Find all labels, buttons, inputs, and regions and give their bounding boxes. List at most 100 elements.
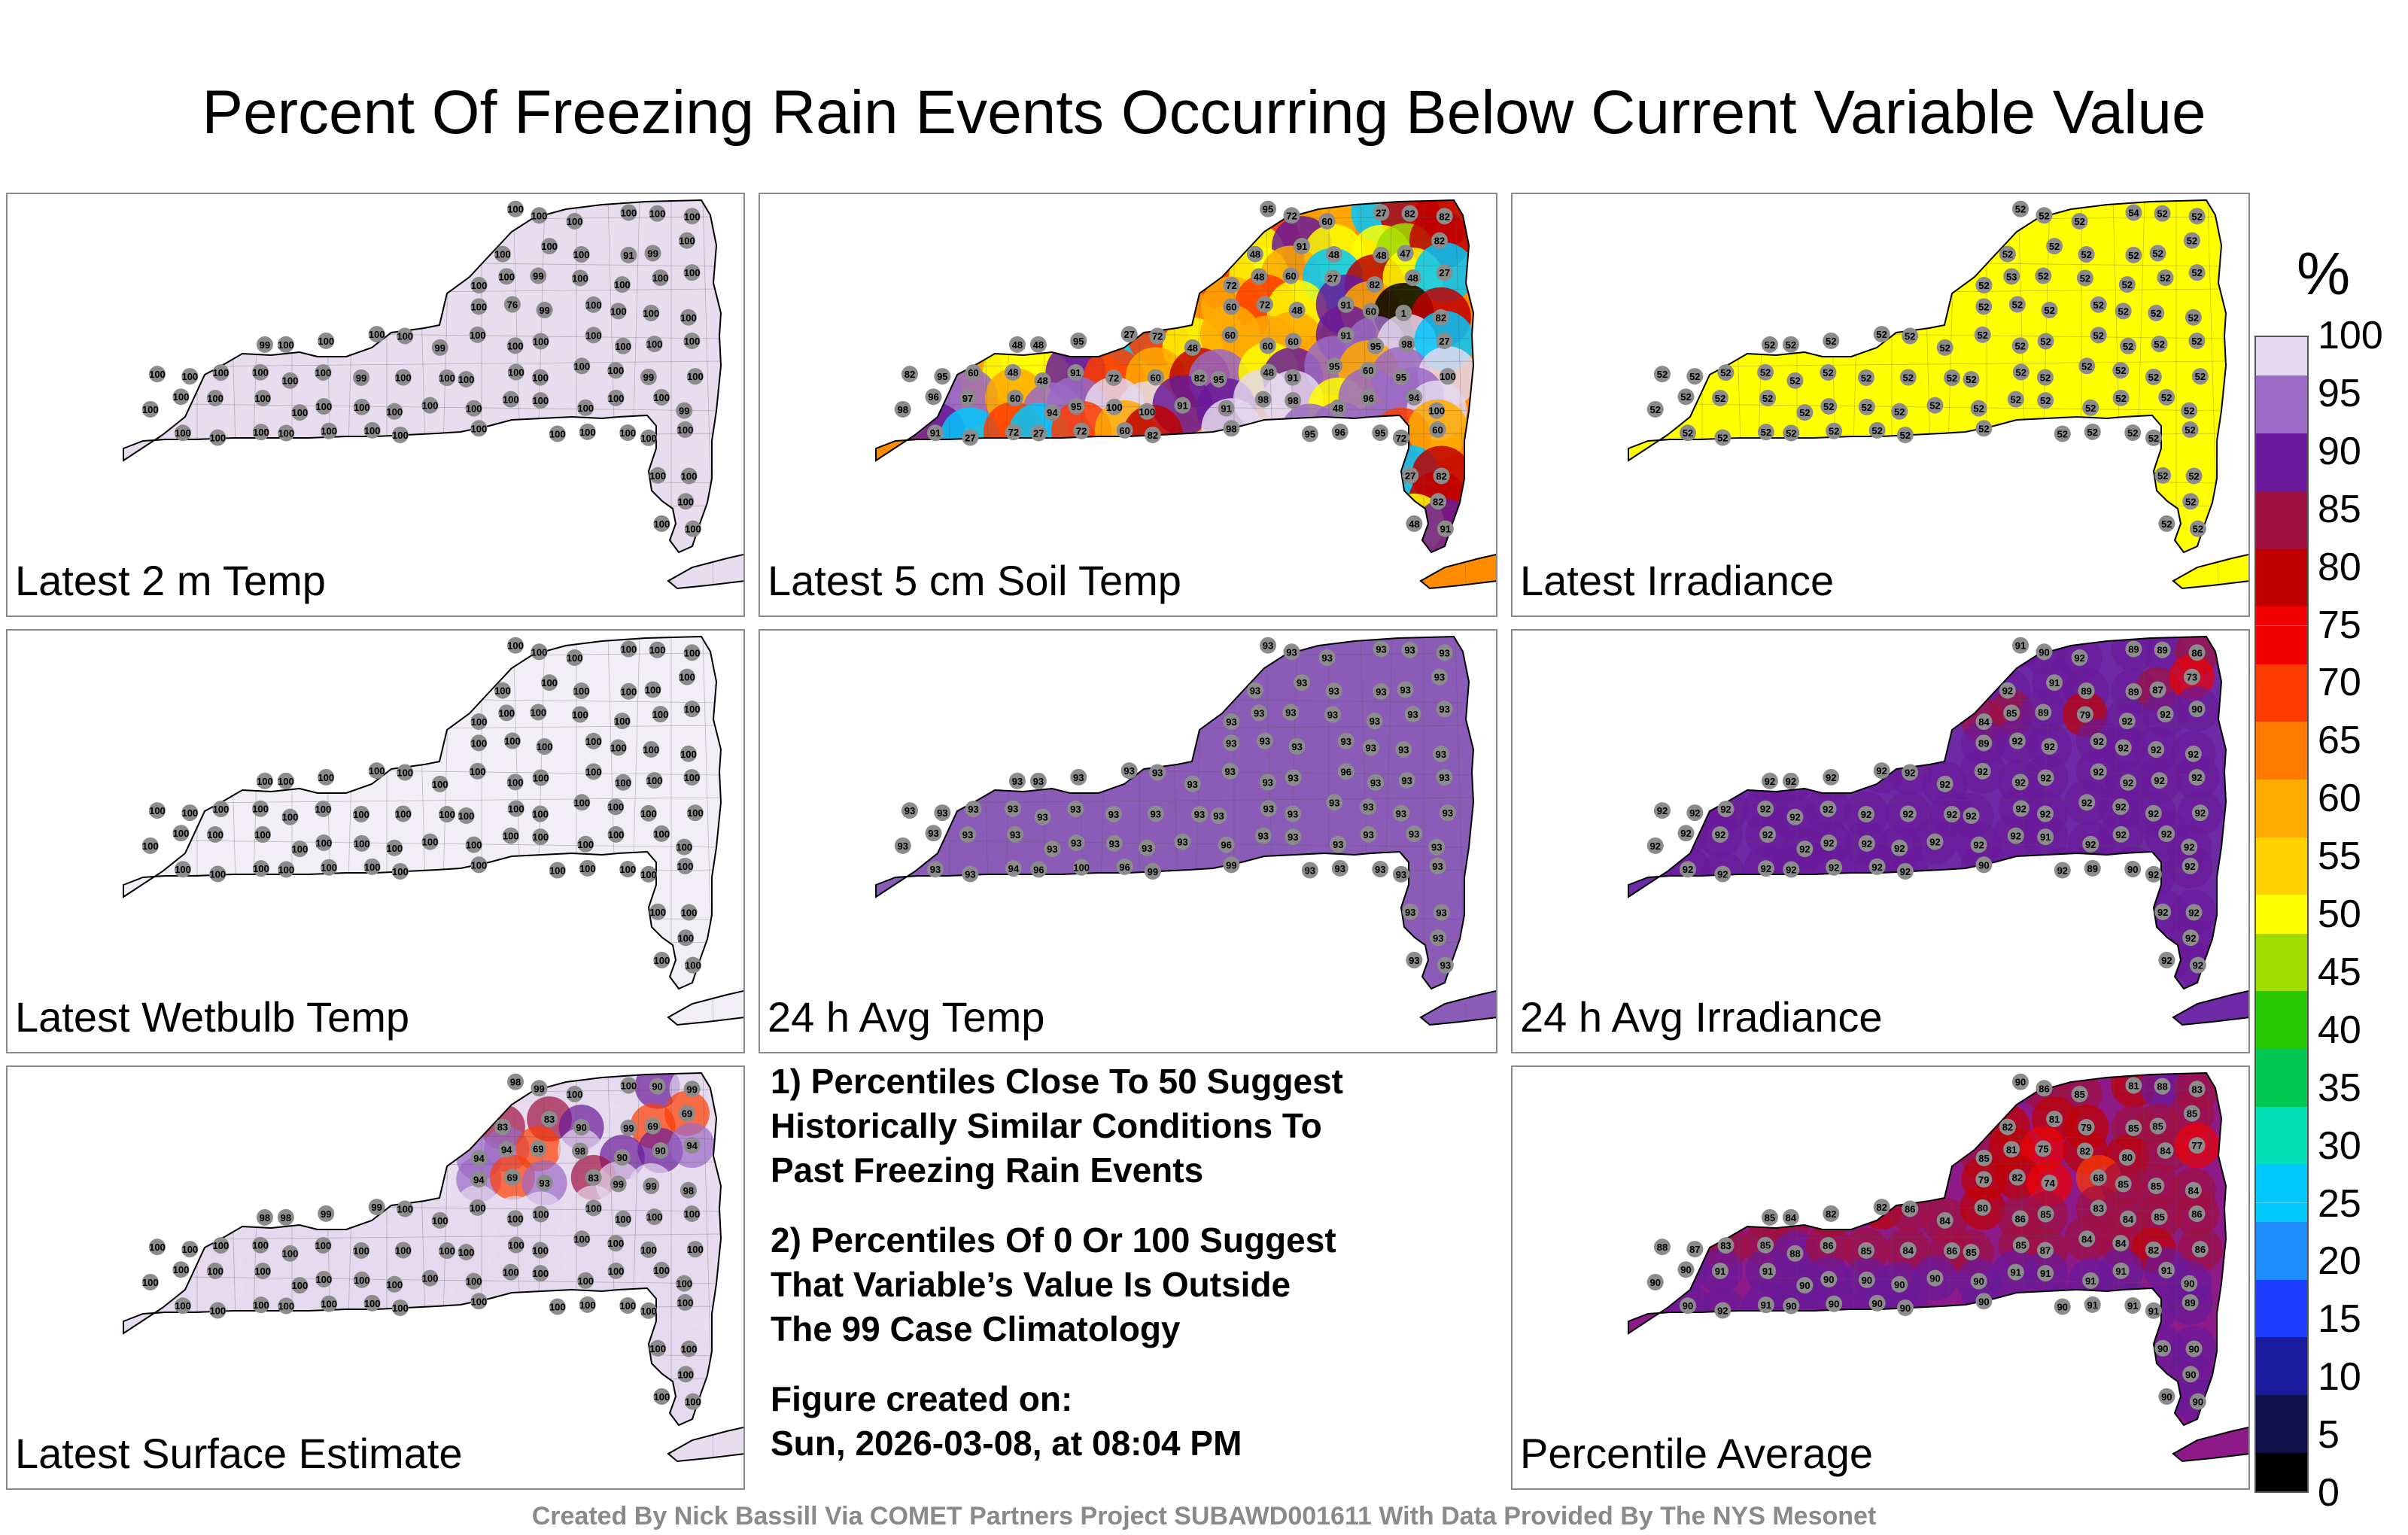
station-marker: 100 xyxy=(421,397,439,414)
station-marker: 92 xyxy=(2011,774,2029,791)
station-marker: 93 xyxy=(1105,834,1123,852)
station-marker: 100 xyxy=(684,1393,701,1410)
station-dot xyxy=(1757,424,1774,441)
station-value: 99 xyxy=(643,372,654,383)
station-value: 93 xyxy=(1073,772,1084,783)
station-dot xyxy=(1068,398,1085,415)
station-dot xyxy=(683,701,701,718)
station-marker: 52 xyxy=(2011,337,2029,354)
station-dot xyxy=(532,769,549,786)
station-value: 93 xyxy=(1398,744,1409,755)
station-dot xyxy=(1259,337,1276,354)
station-dot xyxy=(683,768,701,786)
station-marker: 93 xyxy=(1439,804,1456,822)
station-dot xyxy=(368,1199,385,1216)
colorbar-band xyxy=(2256,549,2307,569)
colorbar-band xyxy=(2256,337,2307,357)
colorbar-tick-label: 90 xyxy=(2318,429,2361,473)
station-value: 93 xyxy=(1226,737,1236,749)
station-value: 92 xyxy=(1829,862,1839,874)
colorbar-tick-label: 85 xyxy=(2318,487,2361,531)
station-dot xyxy=(649,903,667,920)
colorbar-band xyxy=(2256,529,2307,550)
county-line xyxy=(1628,475,2228,484)
station-dot xyxy=(549,425,566,442)
station-value: 100 xyxy=(278,427,294,439)
station-dot xyxy=(566,1086,583,1103)
colorbar-band xyxy=(2256,1357,2307,1377)
station-marker: 82 xyxy=(2008,1169,2026,1186)
station-dot xyxy=(1223,276,1240,293)
station-value: 82 xyxy=(1194,372,1205,384)
station-marker: 93 xyxy=(1436,768,1453,786)
station-value: 97 xyxy=(962,393,973,404)
station-value: 93 xyxy=(1151,808,1161,819)
station-marker: 52 xyxy=(2007,391,2024,408)
station-dot xyxy=(653,388,670,406)
station-dot xyxy=(2112,362,2130,379)
station-marker: 52 xyxy=(2078,246,2095,263)
station-marker: 93 xyxy=(1210,807,1227,824)
station-value: 100 xyxy=(532,809,549,820)
station-marker: 96 xyxy=(1218,836,1235,853)
station-marker: 98 xyxy=(571,1142,588,1160)
station-value: 91 xyxy=(930,427,941,439)
station-dot xyxy=(1974,326,1991,343)
station-marker: 100 xyxy=(318,768,335,786)
station-value: 52 xyxy=(1973,403,1984,415)
station-marker: 92 xyxy=(1944,806,1961,823)
station-value: 100 xyxy=(577,403,594,414)
station-marker: 52 xyxy=(2183,232,2200,249)
colorbar-tick-label: 35 xyxy=(2318,1065,2361,1110)
station-dot xyxy=(1251,268,1268,285)
station-marker: 93 xyxy=(1034,808,1051,825)
county-line xyxy=(907,200,919,585)
county-line xyxy=(1628,1275,2228,1284)
station-marker: 52 xyxy=(2118,276,2136,293)
station-dot xyxy=(1068,834,1085,852)
colorbar-band xyxy=(2256,1029,2307,1050)
colorbar-band xyxy=(2256,491,2307,512)
station-value: 100 xyxy=(254,393,271,404)
station-marker: 93 xyxy=(1260,800,1277,817)
station-value: 93 xyxy=(1262,777,1272,788)
station-value: 47 xyxy=(1400,248,1410,259)
station-marker: 100 xyxy=(653,825,670,842)
station-dot xyxy=(901,366,918,383)
station-dot xyxy=(2157,269,2174,287)
station-marker: 91 xyxy=(2158,1261,2175,1278)
station-marker: 100 xyxy=(254,1263,272,1280)
station-dot xyxy=(1936,1211,1953,1229)
station-value: 85 xyxy=(1760,1240,1771,1251)
station-value: 100 xyxy=(142,404,159,415)
station-marker: 92 xyxy=(1714,865,1732,883)
station-marker: 92 xyxy=(2112,825,2130,843)
station-marker: 60 xyxy=(1429,421,1446,438)
station-value: 92 xyxy=(2012,736,2023,747)
station-marker: 93 xyxy=(1260,637,1277,654)
station-dot xyxy=(965,801,982,818)
station-marker: 100 xyxy=(174,861,191,878)
station-value: 96 xyxy=(928,391,938,403)
station-marker: 93 xyxy=(1288,738,1306,755)
station-marker: 100 xyxy=(640,865,657,883)
station-dot xyxy=(607,362,625,379)
station-value: 100 xyxy=(646,339,663,350)
station-marker: 95 xyxy=(1326,357,1343,375)
station-marker: 98 xyxy=(680,1181,697,1199)
station-dot xyxy=(1431,668,1448,685)
station-dot xyxy=(2182,1366,2200,1383)
station-dot xyxy=(458,370,475,388)
station-dot xyxy=(1318,213,1336,230)
station-marker: 93 xyxy=(1392,804,1409,822)
station-dot xyxy=(566,213,583,230)
station-value: 93 xyxy=(1108,809,1119,820)
station-value: 92 xyxy=(1861,809,1871,820)
station-dot xyxy=(653,825,670,842)
station-value: 99 xyxy=(1148,866,1158,877)
station-value: 90 xyxy=(1680,1264,1691,1275)
station-dot xyxy=(1288,738,1306,755)
station-marker: 100 xyxy=(209,865,227,883)
station-dot xyxy=(571,1142,588,1160)
station-dot xyxy=(421,397,439,414)
